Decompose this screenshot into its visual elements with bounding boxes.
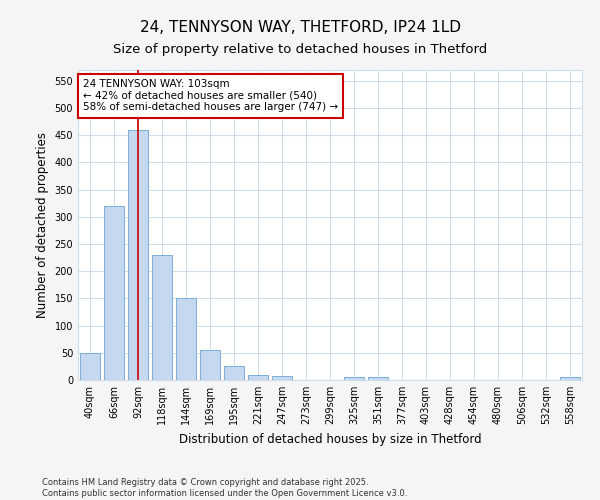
Bar (368, 378, 388, 380)
Bar (104, 206, 124, 380)
Text: 24 TENNYSON WAY: 103sqm
← 42% of detached houses are smaller (540)
58% of semi-d: 24 TENNYSON WAY: 103sqm ← 42% of detache… (83, 80, 338, 112)
Y-axis label: Number of detached properties: Number of detached properties (36, 132, 49, 318)
Bar (344, 378, 364, 380)
Bar (248, 374, 268, 380)
Bar (152, 255, 172, 380)
Bar (272, 376, 292, 380)
Bar (128, 130, 148, 380)
Bar (80, 353, 100, 380)
X-axis label: Distribution of detached houses by size in Thetford: Distribution of detached houses by size … (179, 432, 481, 446)
Text: 24, TENNYSON WAY, THETFORD, IP24 1LD: 24, TENNYSON WAY, THETFORD, IP24 1LD (139, 20, 461, 35)
Text: Size of property relative to detached houses in Thetford: Size of property relative to detached ho… (113, 42, 487, 56)
Bar (560, 378, 580, 380)
Text: Contains HM Land Registry data © Crown copyright and database right 2025.
Contai: Contains HM Land Registry data © Crown c… (42, 478, 407, 498)
Bar (176, 298, 196, 380)
Bar (200, 350, 220, 380)
Bar (224, 366, 244, 380)
